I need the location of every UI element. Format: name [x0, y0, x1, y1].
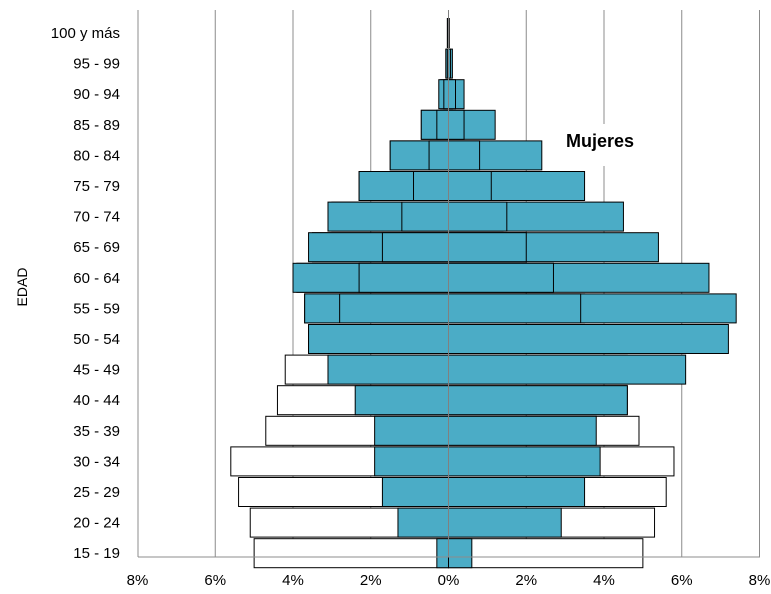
- bar-left-s0-15-19: [253, 538, 449, 569]
- bar-left-s2-60-64: [358, 262, 449, 293]
- bar-left-s2-85-89: [436, 109, 449, 140]
- bar-right-s2-90-94: [448, 79, 456, 110]
- bar-right-s2-85-89: [448, 109, 465, 140]
- bar-right-s1-30-34: [448, 446, 601, 477]
- bar-left-s1-35-39: [374, 415, 450, 446]
- x-tick-label: 0%: [438, 572, 460, 589]
- bar-right-s1-40-44: [448, 385, 628, 416]
- bar-right-s1-20-24: [448, 507, 562, 538]
- x-tick-label: 8%: [749, 572, 771, 589]
- x-tick-label: 8%: [127, 572, 149, 589]
- y-tick-label: 100 y más: [51, 25, 120, 42]
- bar-right-s2-70-74: [448, 201, 508, 232]
- y-tick-label: 80 - 84: [73, 147, 120, 164]
- x-tick-label: 2%: [360, 572, 382, 589]
- bar-left-s1-25-29: [381, 477, 450, 507]
- y-tick-label: 25 - 29: [73, 484, 120, 501]
- y-tick-label: 50 - 54: [73, 331, 120, 348]
- y-tick-label: 55 - 59: [73, 300, 120, 317]
- bar-right-s1-35-39: [448, 415, 597, 446]
- bar-left-s2-70-74: [401, 201, 450, 232]
- y-tick-label: 90 - 94: [73, 86, 120, 103]
- bar-right-s2-55-59: [448, 293, 582, 324]
- bar-left-s2-90-94: [443, 79, 449, 110]
- bar-right-s2-75-79: [448, 171, 492, 201]
- y-tick-label: 40 - 44: [73, 392, 120, 409]
- bar-left-s2-65-69: [381, 232, 450, 263]
- y-tick-label: 20 - 24: [73, 515, 120, 532]
- bar-left-s1-15-19: [436, 538, 449, 569]
- bar-right-s2-60-64: [448, 262, 554, 293]
- bars-layer: [230, 18, 737, 569]
- x-tick-label: 6%: [204, 572, 226, 589]
- bar-right-s0-15-19: [448, 538, 644, 569]
- y-tick-label: 70 - 74: [73, 209, 120, 226]
- annotation-box: [551, 124, 681, 166]
- bar-left-s1-20-24: [397, 507, 449, 538]
- bar-left-s2-55-59: [339, 293, 449, 324]
- y-tick-label: 65 - 69: [73, 239, 120, 256]
- x-tick-label: 6%: [671, 572, 693, 589]
- y-axis-title: EDAD: [14, 268, 30, 307]
- bar-right-s2-65-69: [448, 232, 527, 263]
- bar-right-s1-45-49: [448, 354, 687, 385]
- x-tick-label: 2%: [515, 572, 537, 589]
- y-tick-label: 60 - 64: [73, 270, 120, 287]
- y-tick-label: 75 - 79: [73, 178, 120, 195]
- y-tick-label: 45 - 49: [73, 362, 120, 379]
- axes-layer: [137, 10, 760, 558]
- y-tick-label: 95 - 99: [73, 56, 120, 73]
- x-tick-label: 4%: [593, 572, 615, 589]
- bar-right-s2-80-84: [448, 140, 481, 171]
- labels-layer: 8% 6% 4% 2% 0% 2% 4% 6% 8% 15 - 19 20 - 24 25 - 29 3…: [14, 25, 770, 589]
- bar-left-s2-75-79: [413, 171, 450, 201]
- x-tick-label: 4%: [282, 572, 304, 589]
- bar-left-s1-45-49: [327, 354, 449, 385]
- bar-right-s1-15-19: [448, 538, 473, 569]
- y-tick-label: 35 - 39: [73, 423, 120, 440]
- bar-left-s1-50-54: [308, 324, 449, 354]
- y-tick-label: 85 - 89: [73, 117, 120, 134]
- bar-right-s1-25-29: [448, 477, 586, 507]
- bar-left-s2-80-84: [428, 140, 449, 171]
- annotation-mujeres: Mujeres: [566, 131, 634, 151]
- bar-left-s1-30-34: [374, 446, 450, 477]
- bar-left-s1-40-44: [354, 385, 450, 416]
- bar-right-s1-50-54: [448, 324, 729, 354]
- y-tick-label: 30 - 34: [73, 453, 120, 470]
- y-tick-label: 15 - 19: [73, 545, 120, 562]
